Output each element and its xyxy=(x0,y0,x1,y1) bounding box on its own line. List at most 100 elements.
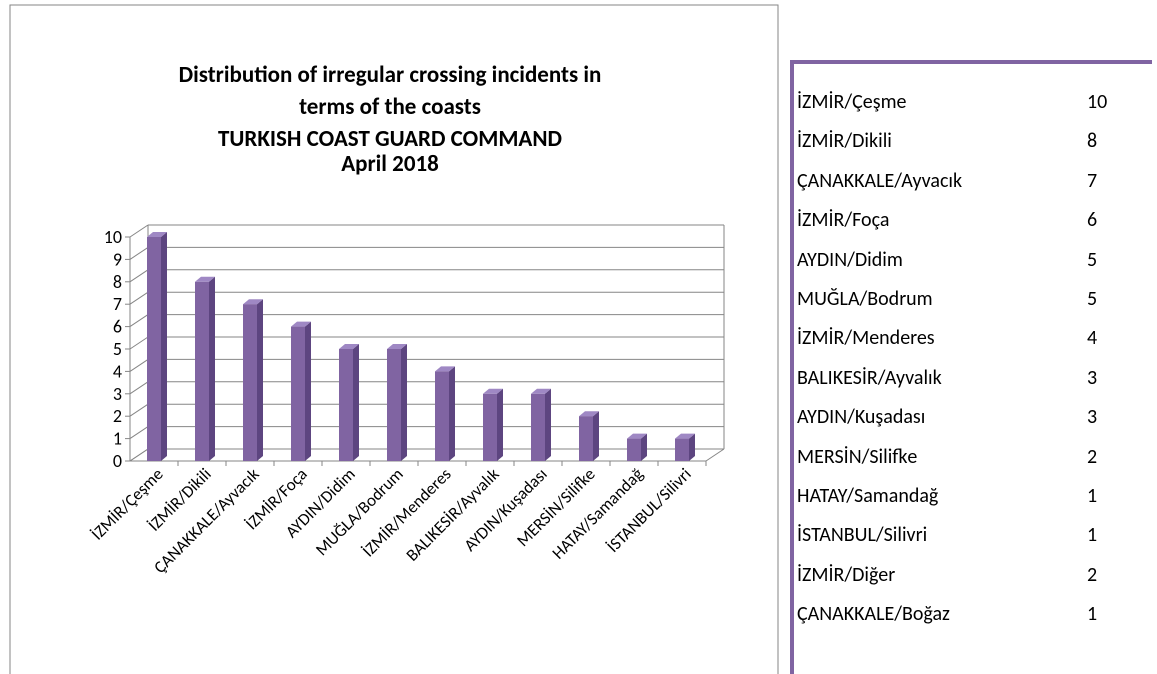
bar-front xyxy=(675,438,689,461)
y-tick-label: 8 xyxy=(113,271,122,293)
bar xyxy=(627,433,647,461)
grid-line xyxy=(129,291,149,305)
table-label: İZMİR/Menderes xyxy=(797,326,935,351)
bar-front xyxy=(387,349,401,461)
bar-front xyxy=(291,326,305,461)
bar-side xyxy=(689,433,695,461)
bar-top xyxy=(195,276,215,282)
y-tick-label: 10 xyxy=(104,226,122,248)
table-value: 1 xyxy=(1087,602,1098,627)
grid-line xyxy=(129,381,149,395)
table-value: 8 xyxy=(1087,129,1098,154)
bar-front xyxy=(483,393,497,461)
bar-side xyxy=(497,388,503,461)
bar-side xyxy=(305,321,311,461)
y-tick-label: 7 xyxy=(113,293,122,315)
bar xyxy=(339,344,359,461)
table-label: MERSİN/Silifke xyxy=(797,444,918,469)
table-value: 5 xyxy=(1087,247,1098,272)
bar-top xyxy=(291,321,311,327)
bar-front xyxy=(435,371,449,461)
grid-line xyxy=(129,403,149,417)
bar-front xyxy=(243,304,257,461)
bar-front xyxy=(195,281,209,461)
table-label: MUĞLA/Bodrum xyxy=(797,287,933,311)
table-value: 10 xyxy=(1087,90,1108,114)
y-tick-label: 3 xyxy=(113,383,122,405)
grid-line xyxy=(129,269,149,283)
bar xyxy=(531,388,551,461)
y-tick-label: 0 xyxy=(113,450,122,472)
chart-frame xyxy=(9,4,779,674)
bar-front xyxy=(147,237,161,461)
table-value: 3 xyxy=(1087,365,1098,390)
grid-line xyxy=(129,224,149,238)
table-label: İZMİR/Foça xyxy=(797,208,890,233)
table-label: İZMİR/Dikili xyxy=(797,129,892,154)
y-tick-label: 1 xyxy=(113,428,122,450)
y-tick-label: 2 xyxy=(113,405,122,427)
table-label: İZMİR/Diğer xyxy=(797,562,896,587)
table-value: 6 xyxy=(1087,208,1098,233)
bar xyxy=(483,388,503,461)
bar-top xyxy=(483,388,503,394)
bar xyxy=(435,366,455,461)
chart: Distribution of irregular crossing incid… xyxy=(9,4,779,674)
bar-top xyxy=(627,433,647,439)
table-value: 4 xyxy=(1087,326,1098,351)
bar-top xyxy=(147,232,167,237)
table-label: İSTANBUL/Silivri xyxy=(797,523,928,548)
bar-side xyxy=(257,299,263,461)
grid-line xyxy=(129,336,149,350)
y-tick-label: 4 xyxy=(113,360,122,382)
bar-front xyxy=(579,416,593,461)
side-table: İZMİR/Çeşme 10 İZMİR/Dikili 8 ÇANAKKALE/Ayva… xyxy=(790,60,1152,674)
y-tick-label: 9 xyxy=(113,248,122,270)
table-label: HATAY/Samandağ xyxy=(797,484,939,508)
bar-side xyxy=(209,276,215,461)
table-value: 2 xyxy=(1087,562,1098,587)
chart-title: April 2018 xyxy=(341,150,439,178)
table-label: ÇANAKKALE/Boğaz xyxy=(797,602,950,627)
grid-line xyxy=(129,314,149,328)
y-tick-label: 5 xyxy=(113,338,122,360)
table-value: 3 xyxy=(1087,405,1098,430)
grid-line xyxy=(129,246,149,260)
table-label: AYDIN/Kuşadası xyxy=(797,405,926,430)
bar-side xyxy=(353,344,359,461)
grid-line xyxy=(129,448,149,462)
bar-top xyxy=(435,366,455,372)
y-tick-label: 6 xyxy=(113,316,122,338)
bar xyxy=(579,411,599,461)
table-label: ÇANAKKALE/Ayvacık xyxy=(797,168,963,193)
grid-line xyxy=(129,358,149,372)
bar-top xyxy=(243,299,263,305)
table-label: BALIKESİR/Ayvalık xyxy=(797,365,942,390)
bar-front xyxy=(339,349,353,461)
bar xyxy=(195,276,215,461)
table-value: 1 xyxy=(1087,523,1098,548)
bar-side xyxy=(641,433,647,461)
chart-title: terms of the coasts xyxy=(299,93,481,121)
bar-side xyxy=(545,388,551,461)
bar-top xyxy=(339,344,359,349)
bar-side xyxy=(161,232,167,461)
table-label: AYDIN/Didim xyxy=(797,247,903,272)
bar xyxy=(675,433,695,461)
table-value: 7 xyxy=(1087,168,1098,193)
bar xyxy=(147,232,167,461)
table-label: İZMİR/Çeşme xyxy=(797,90,907,114)
bar xyxy=(243,299,263,461)
grid-line xyxy=(129,426,149,440)
bar xyxy=(387,344,407,461)
table-value: 1 xyxy=(1087,484,1098,508)
bar-side xyxy=(449,366,455,461)
bar-front xyxy=(531,393,545,461)
bar-top xyxy=(531,388,551,394)
bar-side xyxy=(401,344,407,461)
bar xyxy=(291,321,311,461)
chart-title: Distribution of irregular crossing incid… xyxy=(179,61,602,89)
chart-title: TURKISH COAST GUARD COMMAND xyxy=(218,125,562,153)
bar-top xyxy=(579,411,599,417)
